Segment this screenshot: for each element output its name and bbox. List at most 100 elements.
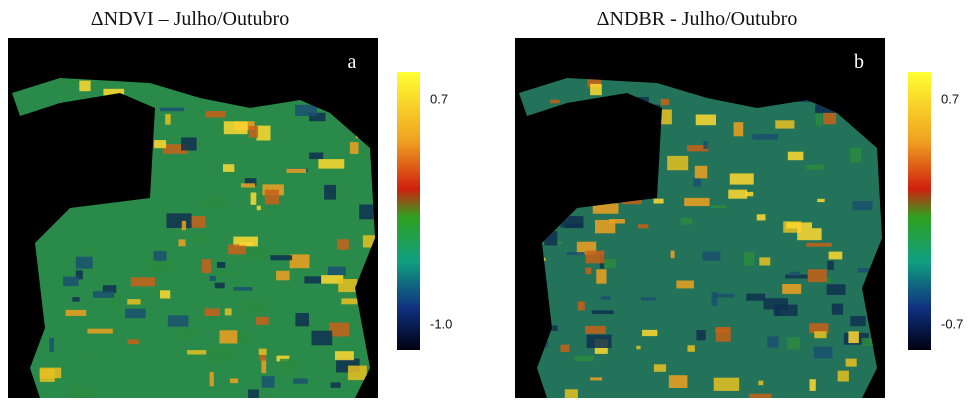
map-patch [304,276,321,283]
map-patch [585,326,606,334]
map-patch [224,121,248,134]
map-patch [806,243,832,247]
map-patch [827,261,834,270]
map-patch [249,126,258,138]
map-patch [312,331,333,346]
map-patch [808,269,827,282]
map-patch [601,296,611,300]
map-patch [187,350,206,354]
map-patch [728,190,747,199]
map-patch [758,381,763,386]
map-patch [251,193,257,205]
map-patch [661,99,669,105]
map-patch [178,329,198,338]
map-patch [40,369,55,382]
map-patch [241,300,265,313]
map-patch [71,387,95,397]
map-patch [786,222,812,228]
map-patch [806,165,823,170]
map-patch [76,257,93,269]
map-patch [280,359,297,374]
map-patch [91,356,100,364]
map-patch [853,201,873,210]
map-patch [759,257,770,265]
map-patch [710,205,726,208]
map-patch [776,305,798,316]
map-patch [154,140,166,148]
map-patch [287,169,306,173]
map-patch [93,291,114,298]
colorbar-min-label: -0.7 [941,316,963,331]
map-patch [585,268,591,275]
map-patch [87,329,112,334]
map-patch [181,138,197,151]
map-patch [265,190,279,205]
map-patch [225,308,232,315]
map-patch [131,277,155,286]
map-patch [693,177,700,186]
map-patch [590,377,602,380]
map-patch [230,379,238,384]
map-patch [814,331,826,338]
map-patch [257,206,261,211]
map-patch [561,345,570,352]
map-patch [850,316,865,326]
map-patch [688,345,695,352]
map-patch [259,349,267,355]
map-patch [72,297,79,302]
map-patch [210,372,214,386]
map-patch [590,84,602,95]
map-patch [790,272,800,276]
map-patch [260,354,267,361]
map-patch [832,304,843,315]
map-patch [239,242,253,245]
map-patch [79,81,90,92]
panel-label: a [348,51,357,73]
map-patch [681,218,693,225]
colorbar [908,72,931,350]
map-patch [293,379,308,384]
map-patch [734,122,744,136]
map-patch [338,279,357,292]
map-patch [359,205,381,220]
map-patch [638,224,648,228]
map-patch [642,330,657,336]
map-patch [257,126,271,141]
map-patch [565,389,578,398]
map-patch [826,278,830,283]
map-patch [206,111,226,118]
map-patch [182,221,186,231]
map-patch [592,310,614,314]
map-patch [335,351,354,360]
map-patch [337,239,349,250]
map-patch [695,166,708,179]
colorbar-max-label: 0.7 [941,91,959,106]
map-patch [205,308,220,316]
panel-title: ΔNDVI – Julho/Outubro [91,8,289,30]
map-patch [714,378,740,391]
map-patch [295,313,309,326]
map-patch [261,360,266,374]
map-patch [204,198,227,208]
map-patch [217,262,225,268]
map-patch [816,111,823,126]
map-patch [318,159,344,169]
map-patch [715,329,729,332]
map-patch [883,257,900,270]
map-patch [216,271,240,276]
map-patch [241,183,255,187]
map-patch [767,336,778,347]
map-patch [378,52,384,59]
map-patch [270,255,292,260]
map-patch [574,356,594,362]
map-patch [168,315,189,326]
map-patch [215,283,225,289]
map-patch [328,267,346,276]
map-patch [256,317,269,325]
map-patch [324,185,336,200]
map-patch [295,105,317,116]
map-patch [749,394,771,401]
map-patch [838,371,849,382]
